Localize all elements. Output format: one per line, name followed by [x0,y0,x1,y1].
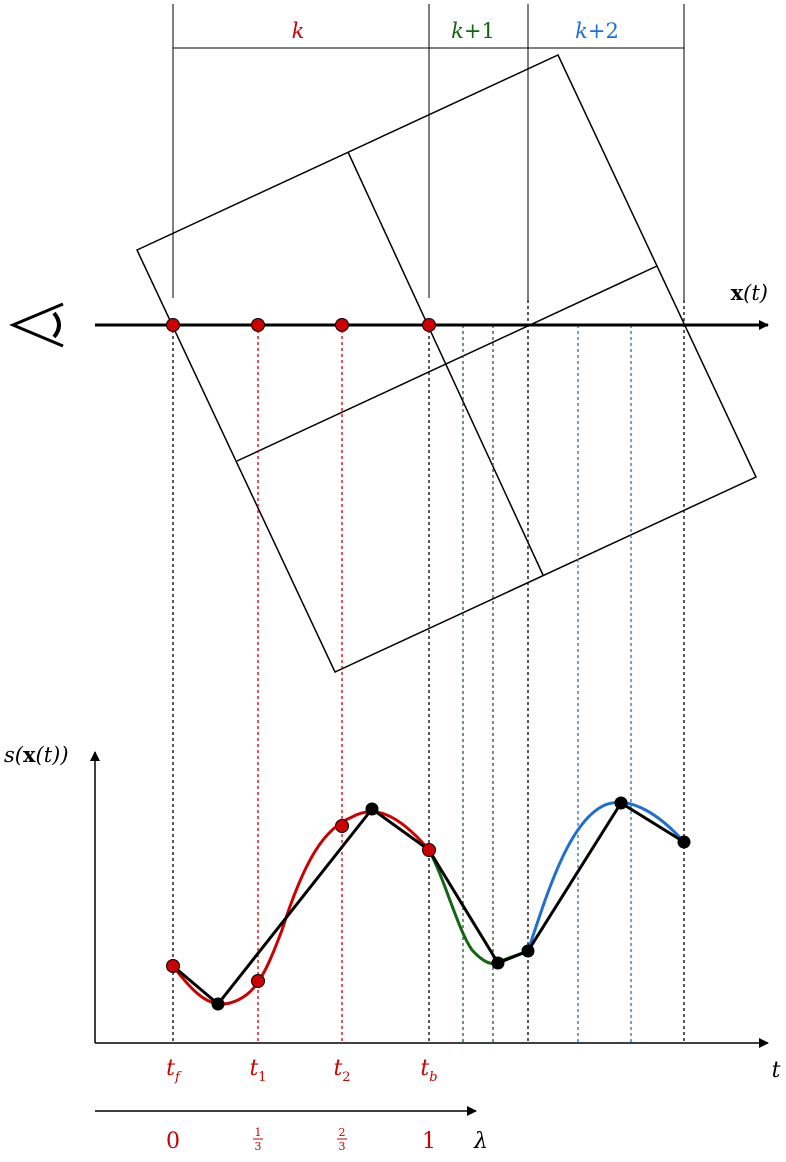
ray-label: x(t) [731,280,768,305]
curve-black-point [491,956,505,970]
curve-red-point [422,843,436,857]
linear-approximation [172,800,685,1007]
ray-sample-point [166,318,180,332]
sample-points [166,318,691,1011]
ray-sample-point [422,318,436,332]
curve-black-point [521,944,535,958]
brick-k2-label: k+2 [575,19,619,43]
svg-text:2: 2 [339,1126,346,1139]
t-b-label: tb [420,1056,437,1085]
ray-sample-point [335,318,349,332]
svg-text:3: 3 [339,1140,346,1153]
curve-black-point [677,835,691,849]
sample-lines [172,300,685,1043]
signal-segment-k [171,810,431,1006]
t-labels: tf t1 t2 tb [166,1056,437,1085]
t-2-label: t2 [333,1056,350,1085]
signal-segment-k1 [427,849,529,965]
y-axis-label: s(x(t)) [4,742,69,767]
curve-black-point [365,802,379,816]
lambda-label: λ [473,1129,488,1154]
lambda-tick-third: 1 3 [253,1126,263,1153]
ray-sample-point [251,318,265,332]
curve-red-point [251,974,265,988]
t-f-label: tf [166,1056,182,1085]
lambda-tick-0: 0 [166,1129,180,1154]
plot-axes [90,751,769,1048]
eye-icon [9,302,64,348]
t-1-label: t1 [249,1056,266,1085]
lambda-ticks: 0 1 3 2 3 1 [166,1126,436,1154]
curve-black-point [614,796,628,810]
curve-black-point [211,997,225,1011]
brick-bracket [172,4,685,300]
signal-segment-k2 [526,800,686,952]
svg-text:3: 3 [255,1140,262,1153]
lambda-tick-two-thirds: 2 3 [337,1126,347,1153]
brick-k-label: k [292,19,305,43]
lambda-tick-1: 1 [422,1129,436,1154]
curve-red-point [166,959,180,973]
svg-text:1: 1 [255,1126,262,1139]
curve-red-point [335,819,349,833]
volume-grid [136,54,757,673]
x-axis-label: t [772,1058,781,1083]
brick-k1-label: k+1 [451,19,495,43]
